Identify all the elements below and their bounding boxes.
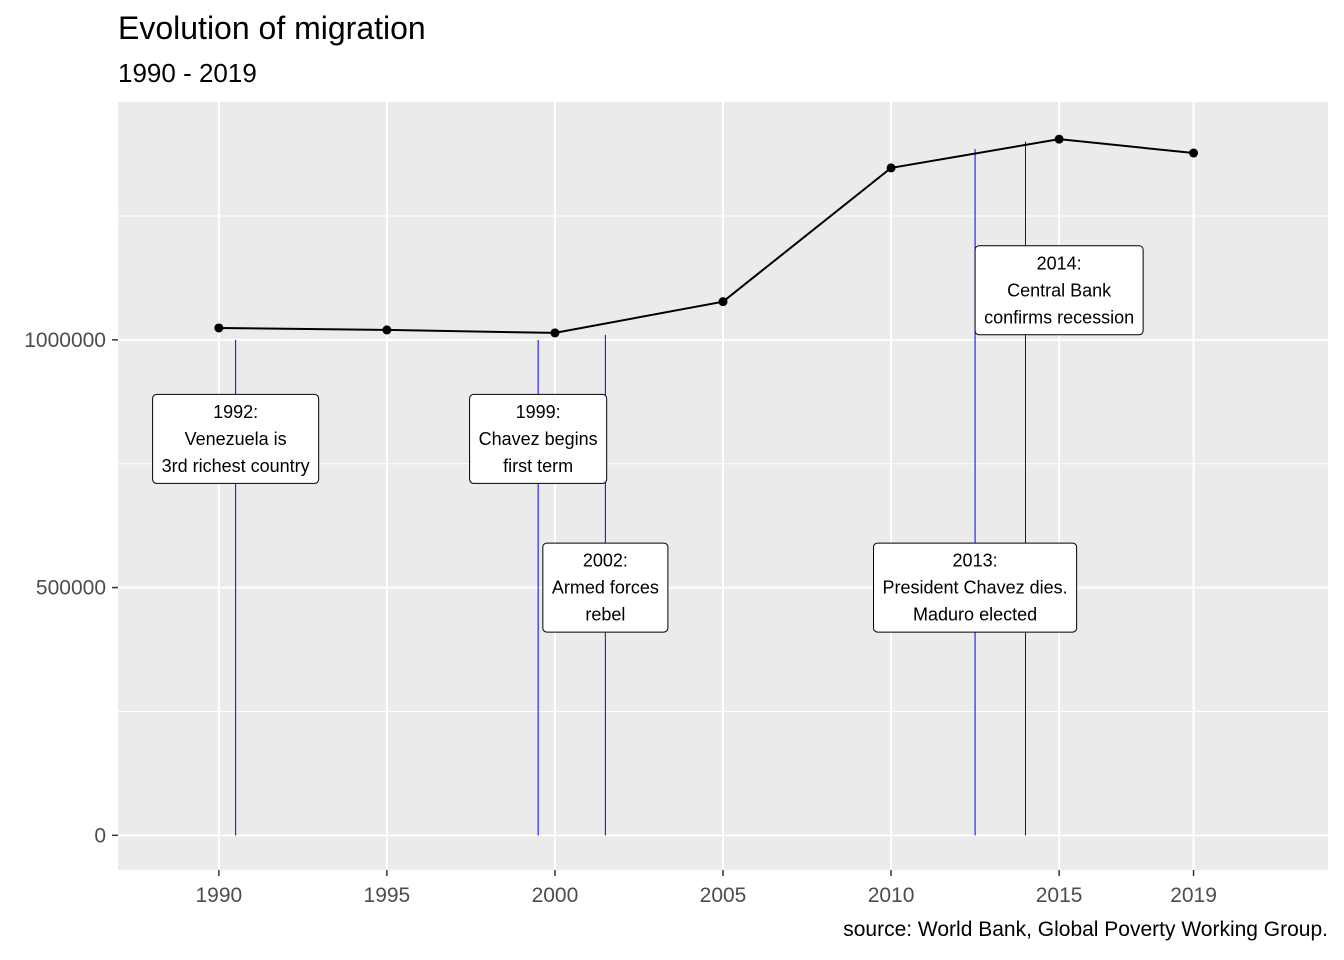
annotation-box [974, 245, 1144, 336]
chart-caption: source: World Bank, Global Poverty Worki… [843, 918, 1328, 941]
y-tick-label: 500000 [36, 577, 106, 600]
x-tick-label: 2015 [1036, 884, 1083, 907]
x-tick-label: 2000 [532, 884, 579, 907]
x-tick-label: 2010 [868, 884, 915, 907]
x-tick-label: 2005 [700, 884, 747, 907]
annotation-text: Central Bank [1007, 280, 1112, 300]
annotation-label: 1992: Venezuela is 3rd richest country [152, 393, 320, 484]
annotation-text: President Chavez dies. [883, 578, 1068, 598]
x-tick-label: 1990 [195, 884, 242, 907]
annotation-text: Venezuela is [185, 429, 287, 449]
annotation-text: 2013: [953, 551, 998, 571]
annotation-box [542, 542, 669, 633]
annotation-box [469, 393, 608, 484]
annotation-text: 1992: [213, 402, 258, 422]
data-point [214, 323, 224, 333]
annotation-label: 2002: Armed forces rebel [542, 542, 669, 633]
data-point [550, 328, 560, 338]
annotation-label: 2014: Central Bank confirms recession [974, 245, 1144, 336]
annotation-text: rebel [585, 605, 625, 625]
data-point [382, 325, 392, 335]
data-point [718, 297, 728, 307]
data-point [1054, 134, 1064, 144]
annotation-text: Chavez begins [479, 429, 598, 449]
annotation-box [873, 542, 1078, 633]
annotation-text: confirms recession [984, 307, 1134, 327]
annotation-text: 3rd richest country [162, 456, 310, 476]
annotation-text: 1999: [516, 402, 561, 422]
x-tick-label: 1995 [364, 884, 411, 907]
y-tick-label: 1000000 [24, 329, 106, 352]
annotation-box [152, 393, 320, 484]
annotation-label: 2013: President Chavez dies. Maduro electe… [873, 542, 1078, 633]
annotation-text: Armed forces [552, 578, 659, 598]
annotation-text: 2014: [1037, 253, 1082, 273]
y-tick-label: 0 [94, 824, 106, 847]
chart-title: Evolution of migration [118, 10, 426, 46]
x-tick-label: 2019 [1170, 884, 1217, 907]
annotation-text: first term [503, 456, 573, 476]
annotation-label: 1999: Chavez begins first term [469, 393, 608, 484]
annotation-text: 2002: [583, 551, 628, 571]
chart-subtitle: 1990 - 2019 [118, 58, 257, 88]
data-point [886, 163, 896, 173]
data-point [1189, 148, 1199, 158]
annotation-text: Maduro elected [913, 605, 1037, 625]
